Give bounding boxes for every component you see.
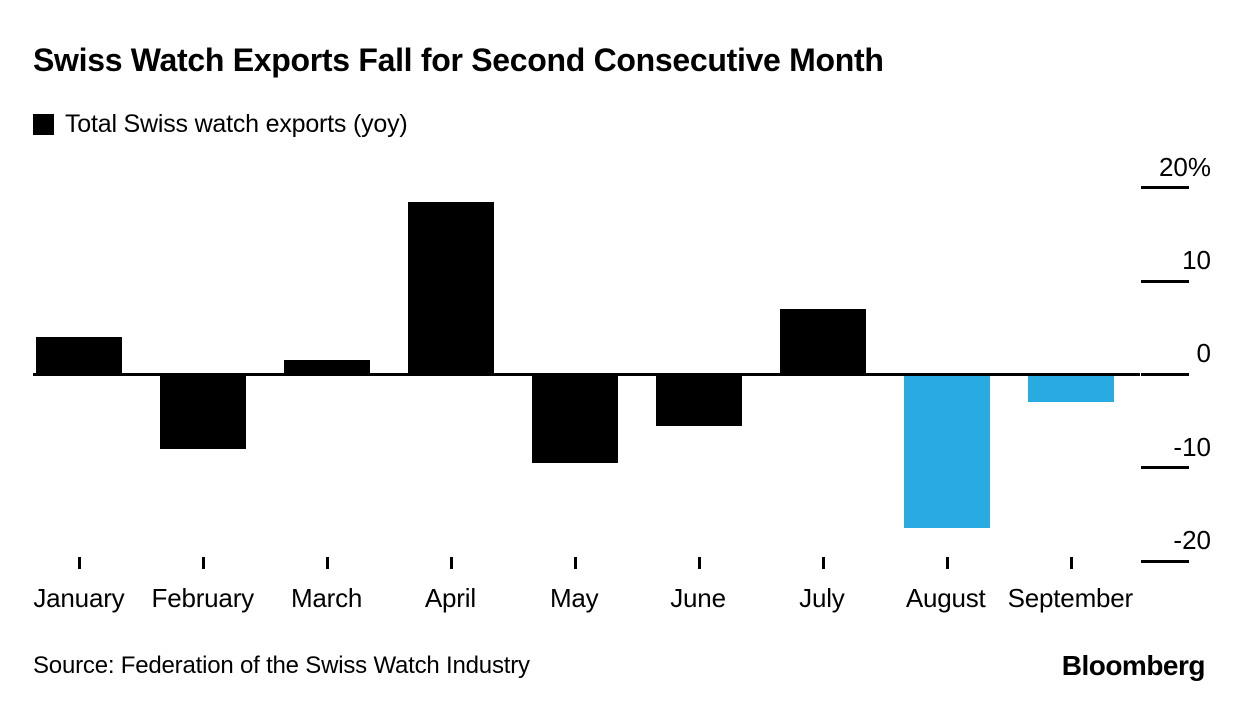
x-label-april: April xyxy=(424,583,476,613)
bar-june xyxy=(655,374,743,426)
x-label-january: January xyxy=(33,583,125,613)
x-label-september: September xyxy=(1007,583,1134,613)
bar-july xyxy=(779,309,867,375)
x-tick-cell-april xyxy=(389,557,513,569)
bar-february xyxy=(159,374,247,449)
y-tick-label: -20 xyxy=(1173,525,1211,555)
bar-january xyxy=(35,337,123,375)
footer: Source: Federation of the Swiss Watch In… xyxy=(33,650,1206,682)
x-label-february: February xyxy=(151,583,255,613)
x-tick-july xyxy=(821,557,825,569)
bar-slot-february xyxy=(141,155,265,575)
bar-april xyxy=(407,201,495,375)
x-tick-september xyxy=(1069,557,1073,569)
x-tick-cell-june xyxy=(637,557,761,569)
bar-slot-april xyxy=(389,155,513,575)
y-tick-line xyxy=(1141,466,1189,470)
bar-slot-may xyxy=(513,155,637,575)
bar-slot-august xyxy=(885,155,1009,575)
legend-label: Total Swiss watch exports (yoy) xyxy=(65,110,408,138)
x-tick-cell-march xyxy=(265,557,389,569)
y-axis: 20% 10 0 -10 -20 xyxy=(1121,151,1211,575)
legend: Total Swiss watch exports (yoy) xyxy=(33,110,408,139)
bar-march xyxy=(283,360,371,375)
x-tick-april xyxy=(449,557,453,569)
bloomberg-logo: Bloomberg xyxy=(1061,650,1206,681)
bar-slot-january xyxy=(17,155,141,575)
bar-september xyxy=(1027,374,1115,403)
x-tick-cell-may xyxy=(513,557,637,569)
y-tick-label: 0 xyxy=(1196,338,1211,369)
x-tick-august xyxy=(945,557,949,569)
y-tick-line xyxy=(1141,372,1189,376)
x-tick-cell-january xyxy=(17,557,141,569)
plot-area xyxy=(17,155,1140,575)
bar-may xyxy=(531,374,619,463)
x-tick-june xyxy=(697,557,701,569)
x-label-may: May xyxy=(549,583,599,613)
source-text: Source: Federation of the Swiss Watch In… xyxy=(33,652,530,679)
x-label-august: August xyxy=(905,583,986,613)
y-tick-line xyxy=(1141,559,1189,563)
x-label-june: June xyxy=(670,583,726,613)
x-label-march: March xyxy=(290,583,363,613)
x-axis-labels: January February March April May June July Augu… xyxy=(17,583,1133,614)
x-axis xyxy=(17,557,1133,569)
chart: 20% 10 0 -10 -20 January February March April Ma… xyxy=(0,151,1240,655)
x-tick-february xyxy=(201,557,205,569)
x-tick-may xyxy=(573,557,577,569)
bar-slot-march xyxy=(265,155,389,575)
x-tick-january xyxy=(77,557,81,569)
x-tick-cell-august xyxy=(885,557,1009,569)
legend-swatch-icon xyxy=(33,114,54,135)
y-tick-label: -10 xyxy=(1173,431,1211,462)
x-tick-cell-july xyxy=(761,557,885,569)
bar-august xyxy=(903,374,991,529)
x-tick-cell-february xyxy=(141,557,265,569)
x-tick-cell-september xyxy=(1009,557,1133,569)
y-tick-label: 10 xyxy=(1182,245,1211,275)
bar-slot-september xyxy=(1009,155,1133,575)
bar-slot-july xyxy=(761,155,885,575)
x-tick-march xyxy=(325,557,329,569)
zero-axis-line xyxy=(33,372,1140,376)
bar-slot-june xyxy=(637,155,761,575)
y-tick-label: 20% xyxy=(1158,151,1211,182)
chart-title: Swiss Watch Exports Fall for Second Cons… xyxy=(33,42,884,78)
x-label-july: July xyxy=(799,583,845,613)
y-tick-line xyxy=(1141,186,1189,190)
y-tick-line xyxy=(1141,279,1189,283)
